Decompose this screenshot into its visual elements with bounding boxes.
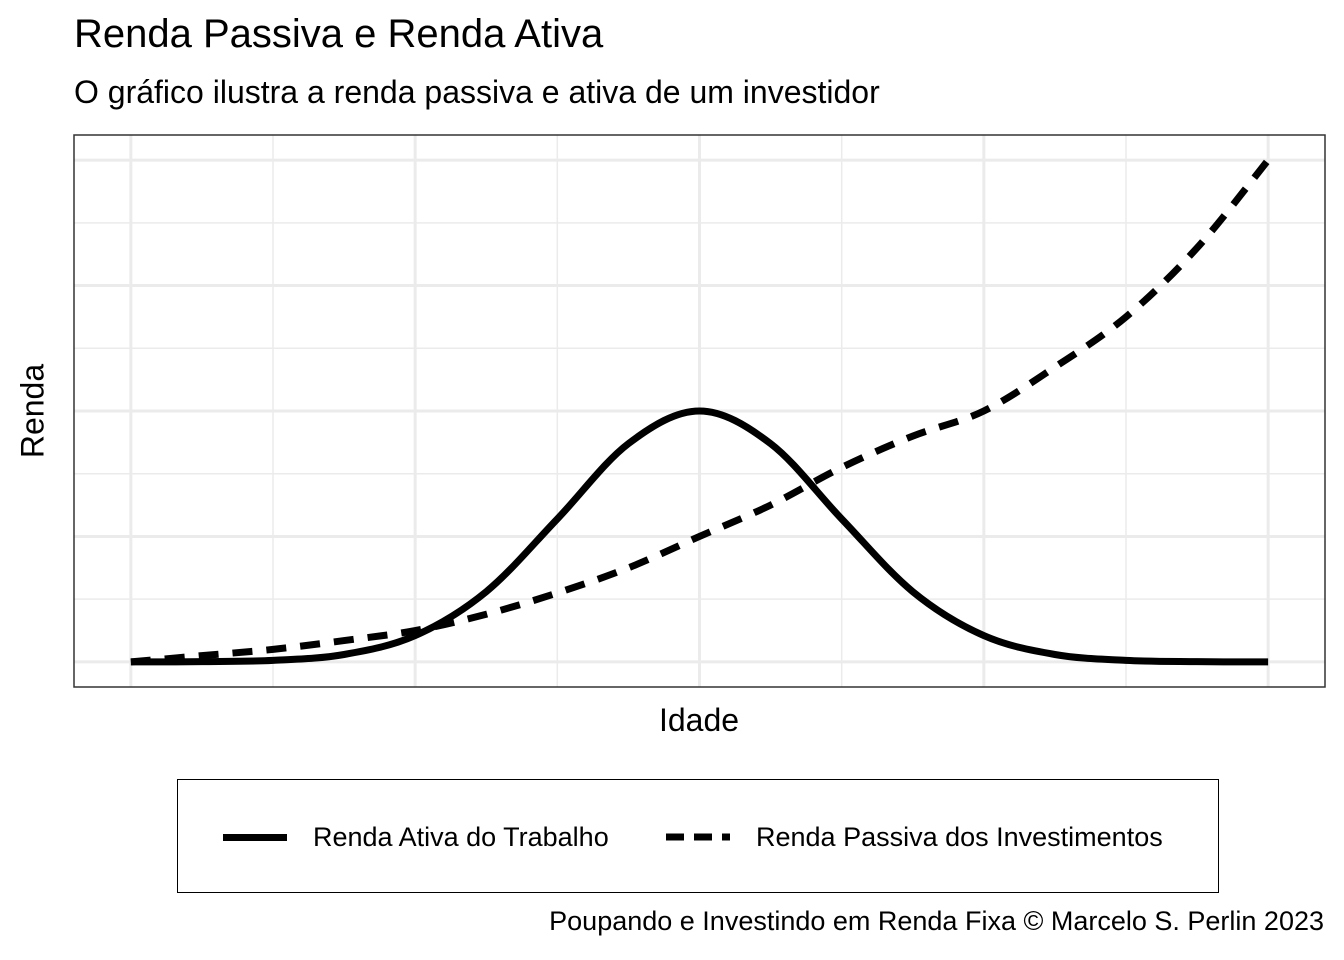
x-axis-label: Idade <box>658 702 740 738</box>
legend-label: Renda Ativa do Trabalho <box>313 821 609 852</box>
chart-title: Renda Passiva e Renda Ativa <box>74 12 604 56</box>
caption: Poupando e Investindo em Renda Fixa © Ma… <box>549 906 1324 936</box>
legend: Renda Ativa do Trabalho Renda Passiva do… <box>177 779 1219 893</box>
series-line-renda-ativa <box>130 407 1269 666</box>
chart-subtitle: O gráfico ilustra a renda passiva e ativ… <box>74 74 880 110</box>
legend-item-passive: Renda Passiva dos Investimentos <box>666 780 1163 894</box>
series-line-renda-passiva <box>130 157 1271 666</box>
plot-border <box>73 134 1326 688</box>
legend-item-active: Renda Ativa do Trabalho <box>223 780 609 894</box>
legend-key-solid <box>223 833 287 841</box>
legend-key-dashed <box>666 833 730 841</box>
legend-label: Renda Passiva dos Investimentos <box>756 821 1163 852</box>
